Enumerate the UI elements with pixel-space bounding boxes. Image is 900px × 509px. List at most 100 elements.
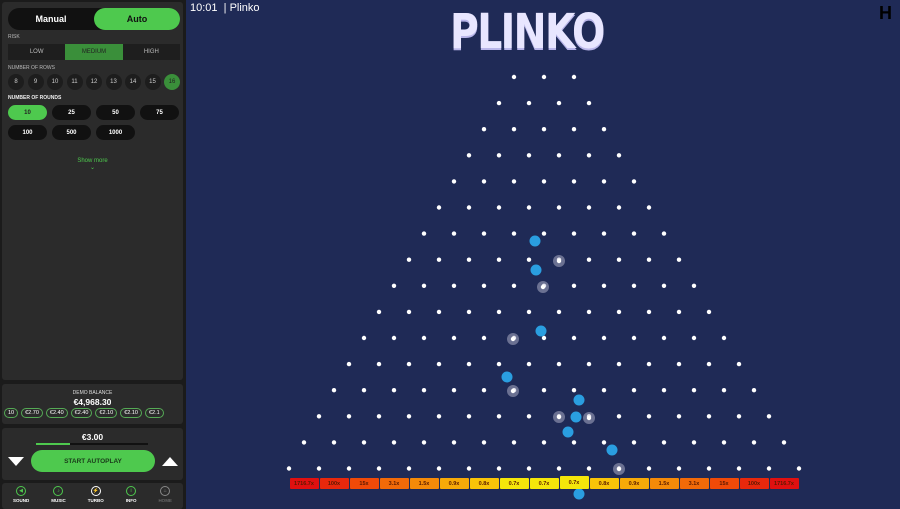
chevron-down-icon: ⌄ [89,165,96,171]
peg [661,231,667,236]
multiplier-slot: 0.7x [559,476,589,489]
peg [466,309,472,315]
footer-music-button[interactable]: ♪ MUSIC [51,486,66,509]
show-more-label: Show more [77,158,108,164]
rows-option[interactable]: 14 [125,74,141,90]
peg [616,257,622,262]
balance-panel: DEMO BALANCE €4,968.30 10 €2.70 €2.40 €2.40… [2,384,183,424]
peg [691,335,697,341]
history-chip: 10 [4,408,19,418]
multiplier-slot: 15x [709,478,739,489]
risk-low-button[interactable]: LOW [29,49,44,55]
footer-sound-button[interactable]: ◀ SOUND [13,486,29,509]
history-chip: €2.40 [45,408,68,418]
peg [391,388,397,393]
rounds-option[interactable]: 1000 [96,125,135,140]
peg [571,127,577,132]
peg [436,466,442,471]
peg [721,440,727,445]
brand-logo: H [879,3,892,23]
risk-medium-button[interactable]: MEDIUM [65,44,123,60]
rounds-option[interactable]: 25 [52,105,91,120]
footer-label: TURBO [87,498,104,503]
rounds-option[interactable]: 50 [96,105,135,120]
peg [706,414,712,419]
peg [676,257,682,262]
peg [721,388,727,393]
multiplier-slot: 1716.7x [289,478,319,489]
rows-option[interactable]: 12 [86,74,102,90]
rounds-label: NUMBER OF ROUNDS [8,95,62,101]
peg [346,466,352,471]
history-chip: €2.10 [120,408,142,418]
risk-high-button[interactable]: HIGH [143,49,159,55]
peg [331,388,337,393]
start-autoplay-button[interactable]: START AUTOPLAY [31,450,155,472]
peg [736,361,742,367]
footer-home-button[interactable]: ⌂ HOME [158,486,172,509]
peg [661,388,667,393]
peg [496,361,502,367]
peg [571,283,577,288]
peg [346,361,352,367]
footer-label: HOME [158,498,172,503]
peg [376,361,382,367]
peg [541,74,547,80]
rows-option[interactable]: 9 [27,74,44,90]
peg [436,205,442,210]
peg [286,466,292,471]
rows-option[interactable]: 16 [164,74,180,90]
peg [481,335,487,341]
peg [496,153,502,158]
footer-info-button[interactable]: i INFO [126,486,136,509]
rows-option[interactable]: 15 [144,74,161,90]
footer-label: SOUND [12,498,30,503]
rows-option[interactable]: 13 [105,74,122,90]
rows-label: NUMBER OF ROWS [8,65,55,71]
peg [406,309,412,315]
peg [421,440,427,445]
peg [511,231,517,236]
peg [466,153,472,158]
history-chip: €2.70 [21,408,43,418]
ball [535,325,547,337]
peg [391,440,397,445]
peg [601,127,607,132]
footer-turbo-button[interactable]: ⚡ TURBO [88,486,104,509]
show-more-link[interactable]: Show more ⌄ [2,158,183,171]
peg [466,466,472,471]
peg [571,74,577,80]
peg [526,466,532,471]
rows-option[interactable]: 11 [66,74,83,90]
peg [736,414,742,419]
mode-toggle: Manual Auto [8,8,180,30]
peg [541,388,547,393]
history-chip: €2.1 [144,408,164,418]
rounds-option[interactable]: 500 [52,125,91,140]
peg [646,205,652,210]
peg [616,361,622,367]
peg [571,440,577,445]
rows-option[interactable]: 8 [8,74,24,90]
peg [556,153,562,158]
peg [676,414,682,419]
rounds-option[interactable]: 100 [8,125,47,140]
increase-bet-button[interactable] [162,457,178,466]
rows-option[interactable]: 10 [47,74,63,90]
peg [451,283,457,288]
peg [451,388,457,393]
multiplier-slot: 0.9x [619,478,649,489]
bet-slider[interactable] [36,443,148,445]
peg [616,153,622,158]
mode-auto-button[interactable]: Auto [94,8,180,30]
peg [481,231,487,236]
peg [676,309,682,315]
rounds-option[interactable]: 75 [140,105,179,120]
peg [766,414,772,419]
multiplier-slot: 0.8x [589,478,619,489]
decrease-bet-button[interactable] [8,457,24,466]
mode-manual-button[interactable]: Manual [35,14,67,24]
rounds-option[interactable]: 10 [8,105,47,120]
ball [573,488,585,500]
